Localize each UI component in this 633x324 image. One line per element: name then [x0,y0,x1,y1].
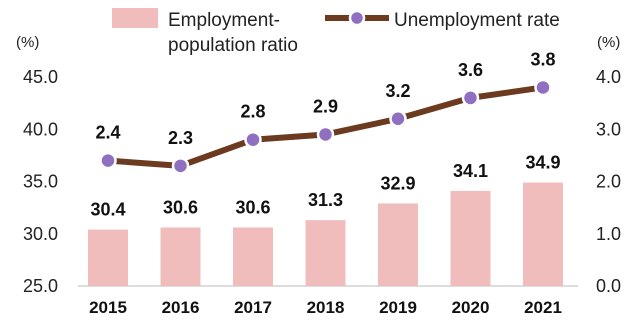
line-data-label: 2.3 [168,128,193,148]
x-tick-label: 2016 [162,298,200,317]
right-axis-unit: (%) [597,34,620,51]
bar [306,220,346,286]
line-data-label: 2.8 [240,102,265,122]
right-tick-label: 1.0 [596,224,621,244]
bar-data-label: 31.3 [308,190,343,210]
bar [451,191,491,286]
right-tick-label: 3.0 [596,119,621,139]
line-data-label: 2.9 [313,96,338,116]
left-tick-label: 30.0 [23,224,58,244]
legend-bar-label-line1: Employment- [168,10,280,31]
bar-data-label: 34.1 [453,161,488,181]
bar [88,230,128,286]
line-marker [246,132,261,147]
bar [161,227,201,286]
line-marker [318,127,333,142]
line-marker [536,80,551,95]
right-tick-label: 0.0 [596,276,621,296]
left-tick-label: 40.0 [23,119,58,139]
x-tick-label: 2017 [234,298,272,317]
x-tick-label: 2019 [379,298,417,317]
bar [523,183,563,286]
bar [233,227,273,286]
left-tick-label: 35.0 [23,172,58,192]
x-tick-label: 2018 [307,298,345,317]
bar-data-label: 30.6 [163,197,198,217]
left-axis-unit: (%) [16,34,39,51]
x-tick-label: 2015 [89,298,127,317]
left-tick-label: 25.0 [23,276,58,296]
left-tick-label: 45.0 [23,67,58,87]
line-marker [101,153,116,168]
bar-data-label: 32.9 [380,173,415,193]
legend-bar-swatch [112,8,158,28]
line-data-label: 2.4 [95,123,120,143]
legend: Employment- population ratio Unemploymen… [112,8,560,56]
line-marker [391,111,406,126]
legend-bar-label-line2: population ratio [168,35,298,56]
line-data-label: 3.6 [458,60,483,80]
legend-line-marker [350,11,364,25]
right-tick-label: 2.0 [596,172,621,192]
bar-data-label: 30.4 [90,200,125,220]
x-tick-label: 2021 [524,298,562,317]
line-marker [463,90,478,105]
right-tick-label: 4.0 [596,67,621,87]
bar-data-label: 30.6 [235,197,270,217]
line-marker [173,158,188,173]
line-data-label: 3.2 [385,81,410,101]
bar-data-label: 34.9 [525,153,560,173]
legend-line-label: Unemployment rate [394,10,560,31]
x-tick-label: 2020 [452,298,490,317]
bar [378,203,418,286]
line-data-label: 3.8 [530,49,555,69]
